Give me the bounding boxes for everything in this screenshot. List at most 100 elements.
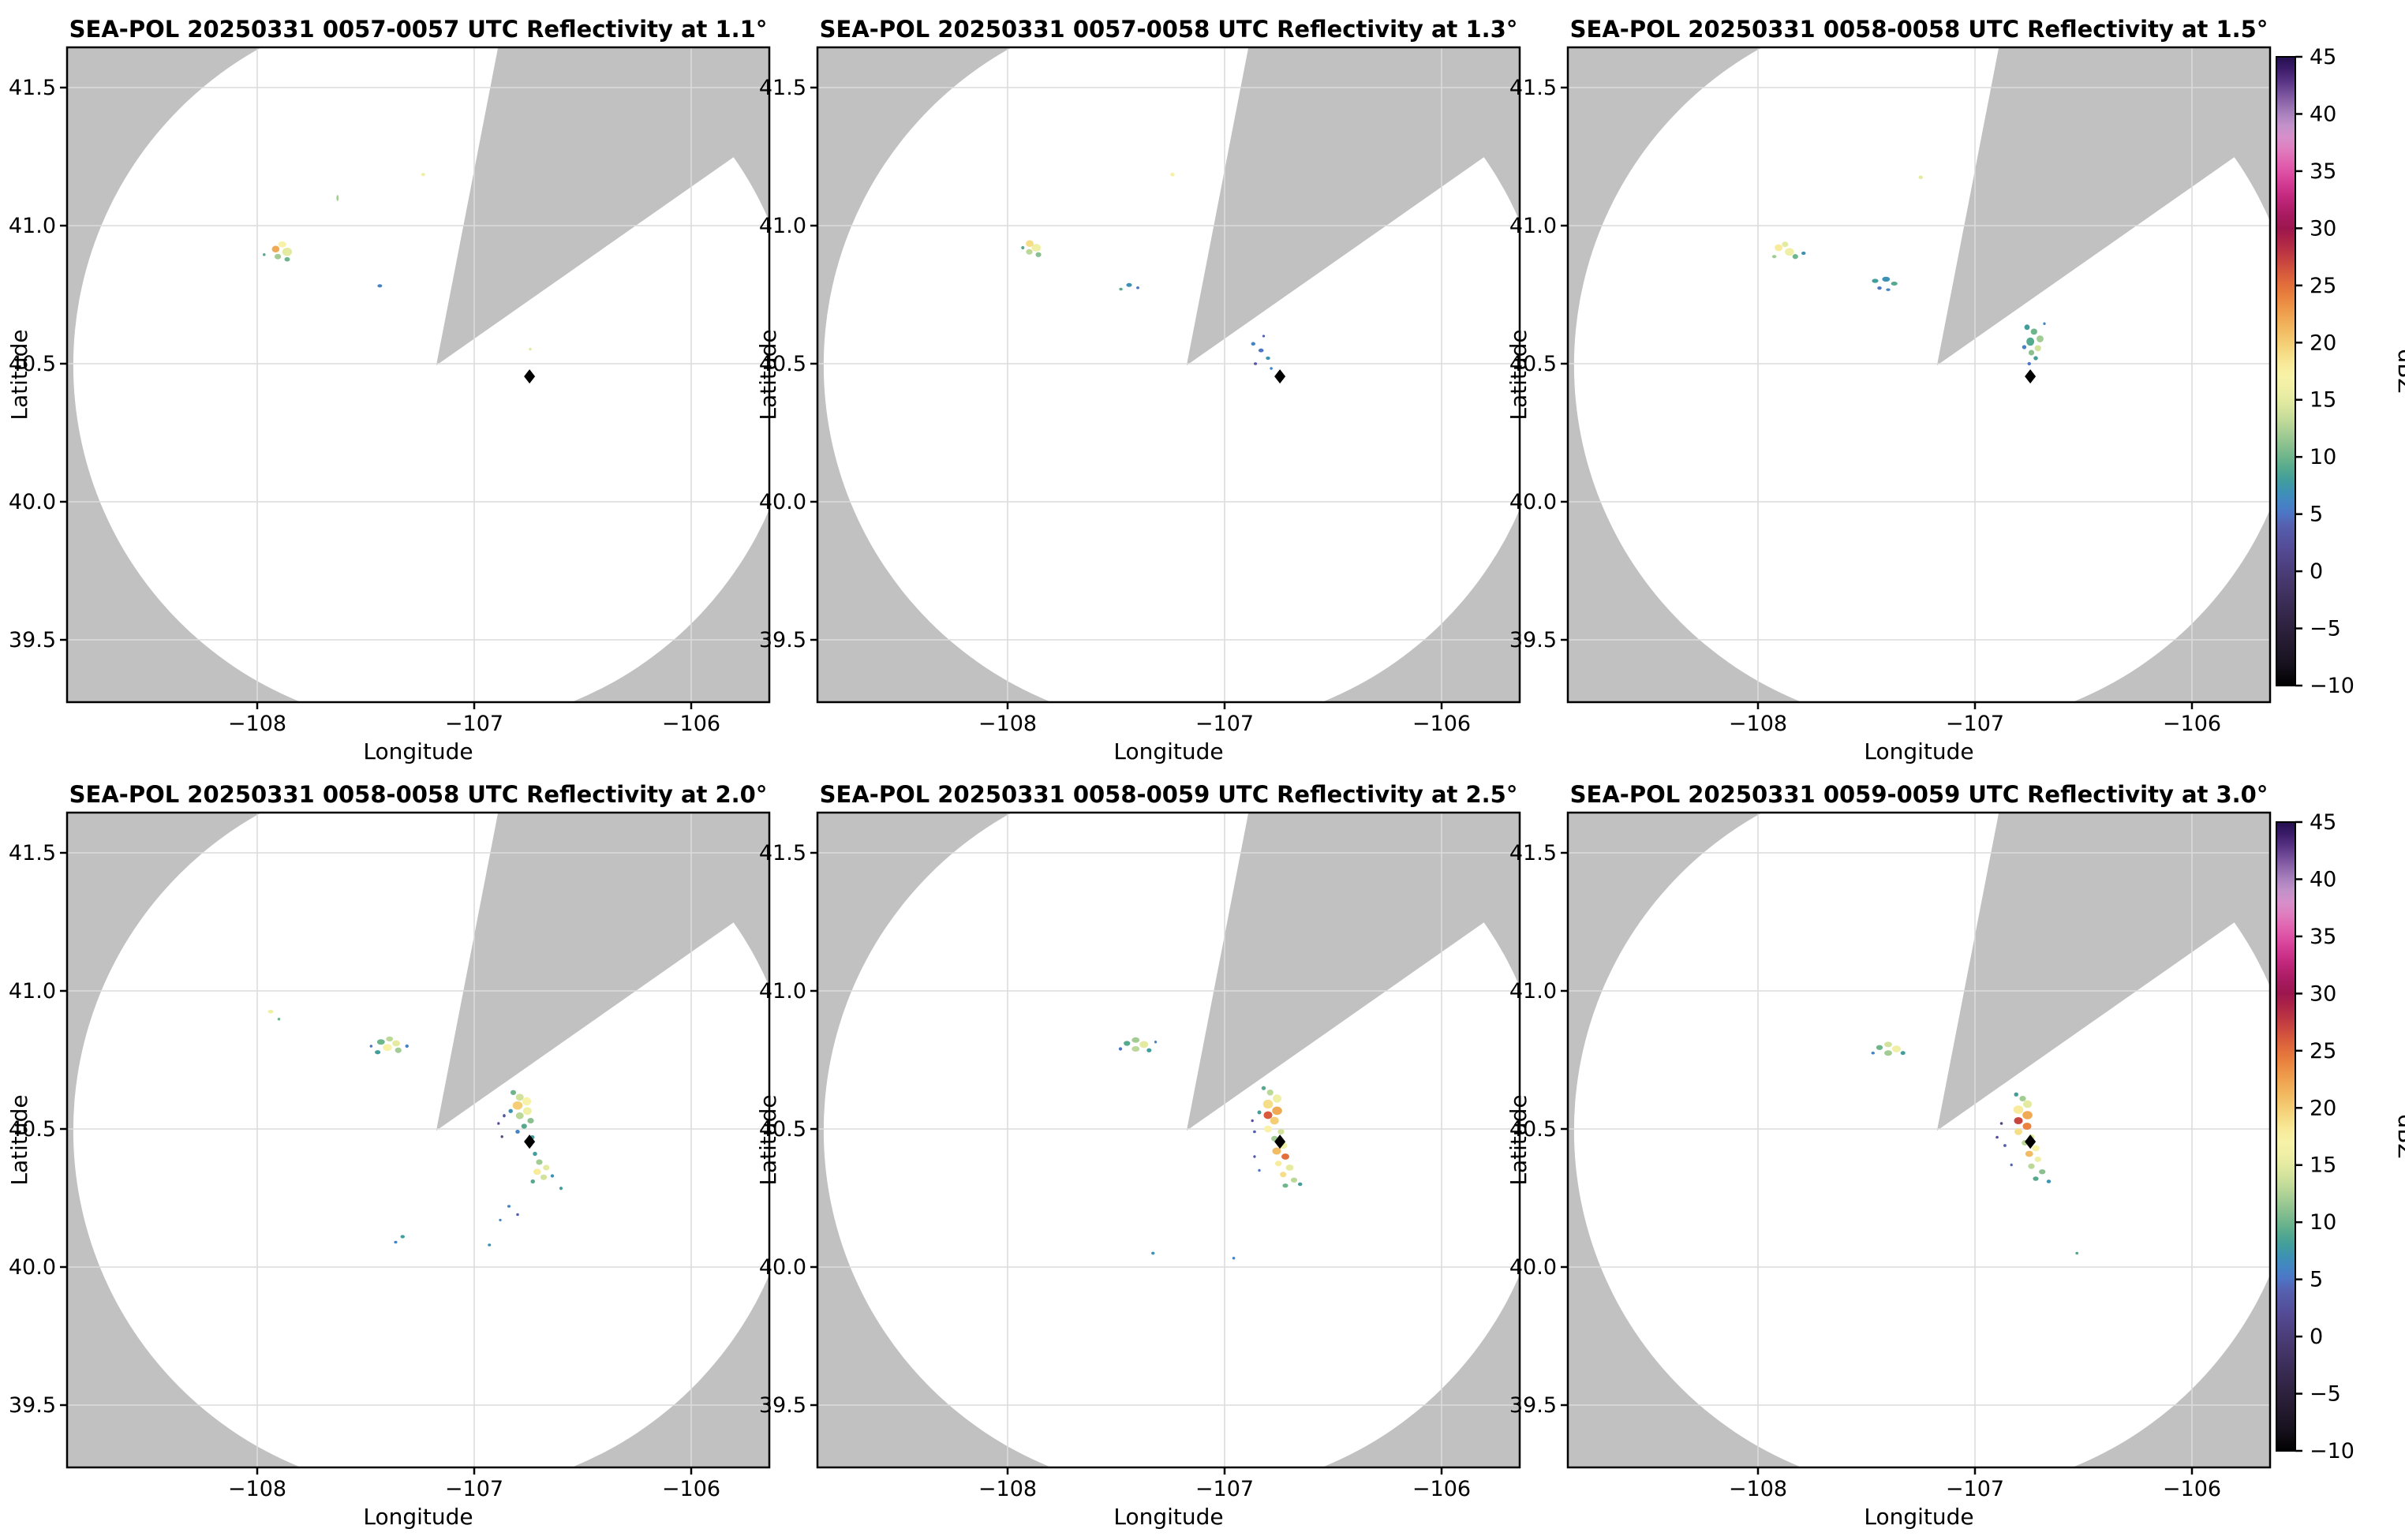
x-tick-label: −108 <box>1729 712 1787 736</box>
colorbar-tick-label: 0 <box>2310 559 2323 584</box>
colorbar-tick-label: −5 <box>2310 617 2341 641</box>
y-tick-label: 40.5 <box>759 1117 806 1142</box>
reflectivity-echo <box>2019 1096 2026 1101</box>
x-tick-label: −107 <box>445 712 503 736</box>
x-tick-label: −107 <box>1946 712 2004 736</box>
reflectivity-echo <box>2028 1163 2035 1169</box>
reflectivity-echo <box>2037 335 2044 342</box>
blocked-sector-wedge <box>1936 47 2270 366</box>
colorbar-tick-label: 40 <box>2310 867 2336 891</box>
reflectivity-echo <box>1251 1119 1254 1123</box>
reflectivity-echo <box>1253 1155 1256 1158</box>
reflectivity-echo <box>1891 1045 1901 1052</box>
reflectivity-echo <box>2039 1169 2046 1175</box>
panel-reflectivity-2.0°: −108 −107 −106 41.5 41.0 40.5 40.0 39.5 Longitud… <box>6 781 771 1530</box>
blocked-sector-wedge <box>436 47 769 366</box>
reflectivity-echo <box>500 1135 503 1138</box>
y-tick-label: 40.5 <box>9 1117 56 1142</box>
reflectivity-echo <box>1900 1051 1906 1056</box>
reflectivity-echo <box>395 1047 402 1053</box>
y-tick-label: 41.5 <box>9 841 56 865</box>
reflectivity-echo <box>1262 335 1266 338</box>
reflectivity-echo <box>1999 1122 2003 1125</box>
reflectivity-echo <box>2075 1251 2079 1255</box>
reflectivity-echo <box>515 1130 520 1134</box>
colorbar-row-2: 45 40 35 30 25 20 15 10 5 0 −5 −10 dBZ <box>2276 810 2405 1463</box>
y-tick-label: 40.5 <box>759 352 806 376</box>
panel-reflectivity-1.5°: −108 −107 −106 41.5 41.0 40.5 40.0 39.5 Longitud… <box>1505 16 2272 764</box>
panel-plot-area <box>817 813 1520 1467</box>
y-tick-label: 39.5 <box>1509 628 1557 652</box>
panel-plot-area <box>67 813 769 1467</box>
reflectivity-echo <box>1253 1130 1256 1134</box>
reflectivity-echo <box>516 1213 519 1217</box>
reflectivity-echo <box>1263 1111 1273 1119</box>
axes-spines <box>1566 46 2272 704</box>
colorbar-tick-label: 15 <box>2310 388 2336 413</box>
x-tick-label: −108 <box>978 1477 1037 1501</box>
reflectivity-echo <box>1285 1164 1294 1171</box>
panel-plot-area <box>1568 813 2270 1467</box>
y-tick-label: 41.0 <box>759 979 806 1004</box>
reflectivity-echo <box>1136 286 1139 290</box>
reflectivity-echo <box>405 1044 409 1048</box>
reflectivity-echo <box>515 1112 524 1119</box>
y-tick-label: 41.5 <box>1509 76 1557 100</box>
reflectivity-echo <box>503 1114 506 1118</box>
reflectivity-echo <box>2034 1157 2041 1162</box>
reflectivity-echo <box>336 195 339 201</box>
y-axis-label: Latitude <box>1505 1094 1532 1185</box>
reflectivity-echo <box>2022 1111 2033 1119</box>
reflectivity-echo <box>267 1009 274 1014</box>
reflectivity-echo <box>1275 1161 1282 1167</box>
reflectivity-echo <box>278 241 286 248</box>
reflectivity-echo <box>1257 1110 1262 1115</box>
y-tick-label: 39.5 <box>1509 1393 1557 1418</box>
x-axis-label: Longitude <box>363 1504 473 1530</box>
radar-site-marker <box>524 369 536 384</box>
reflectivity-echo <box>1282 1183 1289 1188</box>
reflectivity-echo <box>1792 254 1798 260</box>
colorbar-tick-label: 35 <box>2310 159 2336 184</box>
radar-site-marker <box>1274 1134 1286 1149</box>
reflectivity-echo <box>1131 1046 1140 1052</box>
x-tick-label: −107 <box>1195 1477 1254 1501</box>
reflectivity-echo <box>1266 1089 1274 1096</box>
reflectivity-echo <box>1232 1257 1236 1260</box>
reflectivity-echo <box>1251 342 1256 346</box>
radar-site-marker <box>524 1134 536 1149</box>
panel-title: SEA-POL 20250331 0057-0057 UTC Reflectiv… <box>69 16 768 43</box>
x-axis-label: Longitude <box>1113 1504 1223 1530</box>
reflectivity-echo <box>1882 276 1891 282</box>
x-tick-label: −106 <box>1412 712 1471 736</box>
reflectivity-echo <box>1775 244 1783 252</box>
y-tick-label: 39.5 <box>9 1393 56 1418</box>
colorbar-tick-label: 15 <box>2310 1153 2336 1178</box>
reflectivity-echo <box>1877 286 1882 290</box>
reflectivity-echo <box>1264 1125 1272 1133</box>
x-tick-label: −106 <box>1412 1477 1471 1501</box>
reflectivity-echo <box>1872 278 1879 283</box>
reflectivity-echo <box>2013 1105 2024 1114</box>
reflectivity-echo <box>1281 1153 1289 1160</box>
reflectivity-echo <box>1151 1251 1155 1255</box>
reflectivity-echo <box>275 253 282 260</box>
radar-site-marker <box>2025 1134 2037 1149</box>
reflectivity-echo <box>2026 337 2035 346</box>
colorbar-gradient <box>2276 822 2295 1451</box>
reflectivity-echo <box>1170 172 1175 177</box>
y-tick-label: 40.5 <box>1509 352 1557 376</box>
y-tick-label: 40.0 <box>1509 1255 1557 1280</box>
reflectivity-echo <box>1884 1050 1892 1056</box>
reflectivity-echo <box>2023 1100 2033 1108</box>
reflectivity-echo <box>2022 1122 2032 1131</box>
reflectivity-echo <box>1146 1048 1152 1052</box>
y-tick-label: 39.5 <box>9 628 56 652</box>
y-tick-label: 40.0 <box>759 1255 806 1280</box>
colorbar-tick-label: 25 <box>2310 274 2336 298</box>
x-tick-label: −107 <box>1946 1477 2004 1501</box>
x-axis-label: Longitude <box>363 738 473 764</box>
y-tick-label: 41.0 <box>759 214 806 238</box>
reflectivity-echo <box>488 1243 492 1247</box>
